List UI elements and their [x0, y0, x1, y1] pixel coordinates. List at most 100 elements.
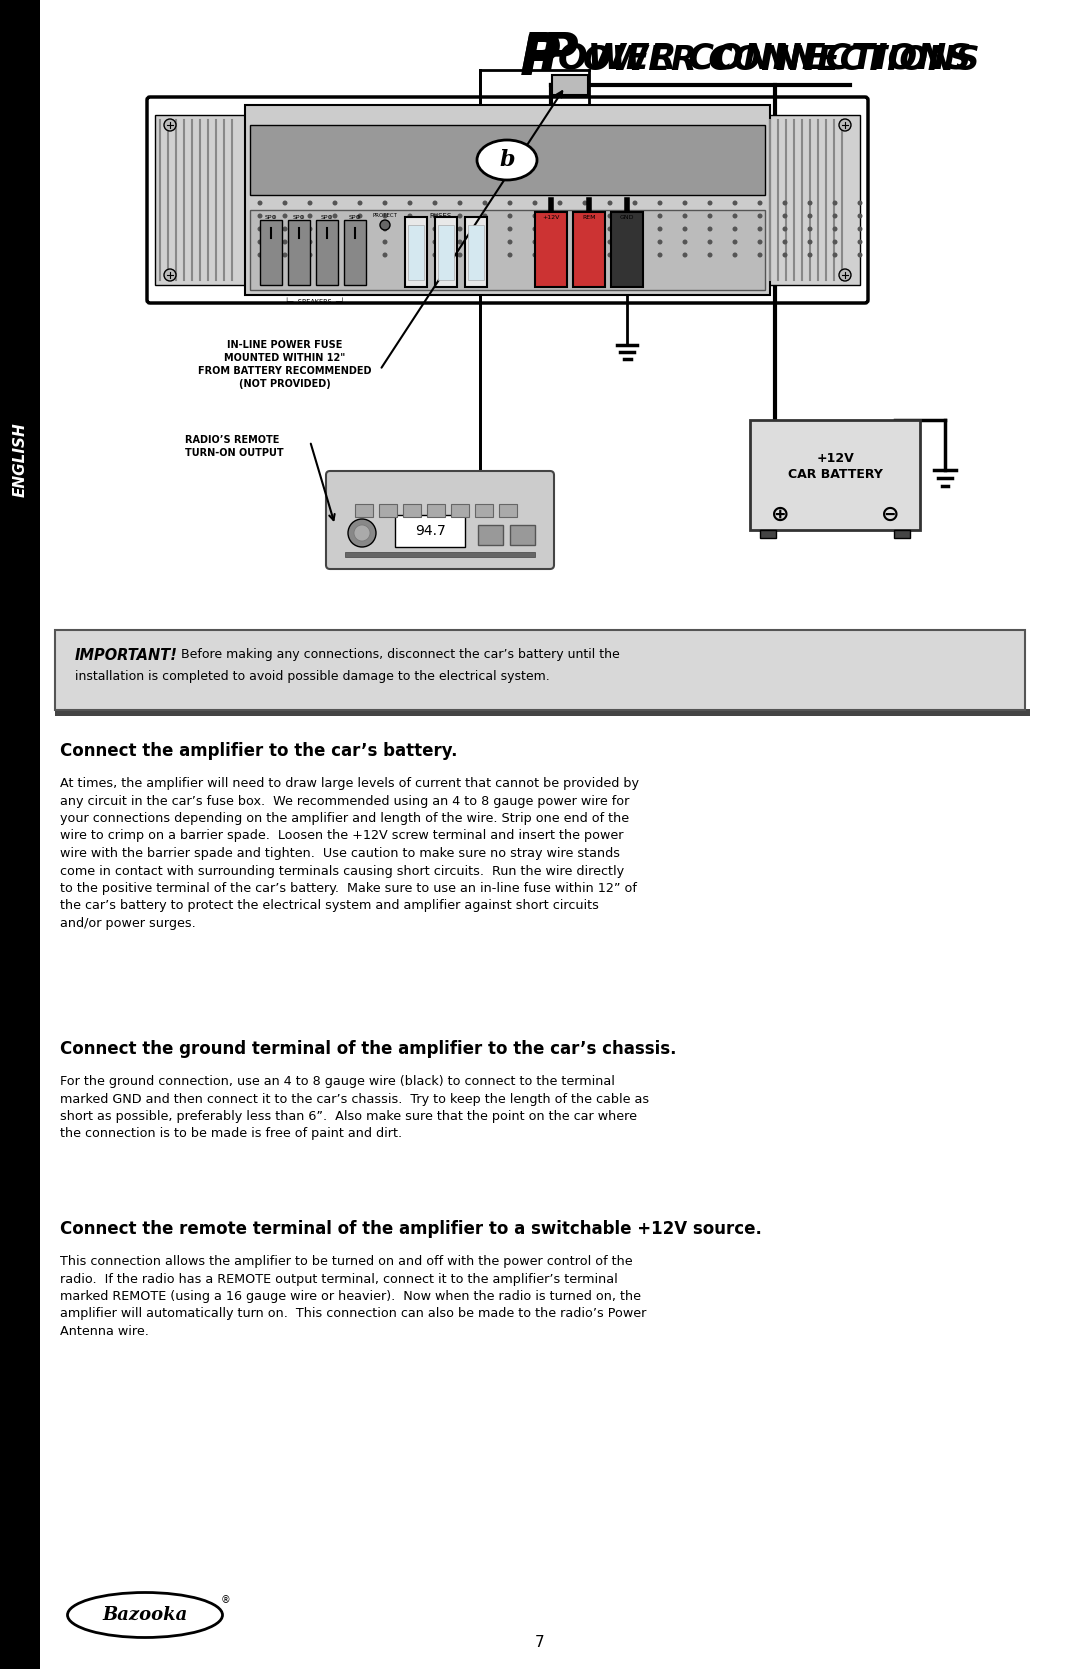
Text: FUSES: FUSES	[429, 214, 451, 219]
Circle shape	[707, 214, 713, 219]
Text: MOUNTED WITHIN 12": MOUNTED WITHIN 12"	[225, 354, 346, 362]
Ellipse shape	[477, 140, 537, 180]
Bar	[55, 629, 1025, 709]
Bar	[288, 220, 310, 285]
Bar	[427, 504, 445, 517]
Circle shape	[458, 227, 462, 232]
Circle shape	[333, 252, 337, 257]
Circle shape	[732, 227, 738, 232]
Circle shape	[407, 214, 413, 219]
Circle shape	[808, 200, 812, 205]
Circle shape	[458, 252, 462, 257]
Circle shape	[432, 200, 437, 205]
Circle shape	[783, 227, 787, 232]
Bar	[0, 0, 40, 1669]
Bar	[345, 552, 535, 557]
Circle shape	[582, 252, 588, 257]
Text: SP⊕: SP⊕	[265, 215, 278, 220]
Text: At times, the amplifier will need to draw large levels of current that cannot be: At times, the amplifier will need to dra…	[60, 778, 639, 930]
Circle shape	[633, 214, 637, 219]
Circle shape	[658, 252, 662, 257]
Text: ENGLISH: ENGLISH	[13, 422, 27, 497]
Circle shape	[707, 239, 713, 244]
Circle shape	[283, 214, 287, 219]
Circle shape	[833, 252, 837, 257]
Circle shape	[348, 519, 376, 547]
Circle shape	[607, 252, 612, 257]
Text: └─ SPEAKERS ─┘: └─ SPEAKERS ─┘	[285, 299, 345, 305]
Circle shape	[582, 214, 588, 219]
Circle shape	[658, 239, 662, 244]
Text: GND: GND	[620, 215, 634, 220]
Circle shape	[382, 252, 388, 257]
Bar	[403, 504, 421, 517]
Text: SP⊕: SP⊕	[321, 215, 334, 220]
Circle shape	[839, 269, 851, 280]
Circle shape	[633, 252, 637, 257]
Text: 7: 7	[536, 1636, 544, 1651]
Text: 25A: 25A	[440, 227, 453, 232]
Text: IN-LINE POWER FUSE: IN-LINE POWER FUSE	[227, 340, 342, 350]
Circle shape	[757, 239, 762, 244]
Text: P: P	[521, 30, 559, 82]
Bar	[379, 504, 397, 517]
Circle shape	[633, 227, 637, 232]
Circle shape	[658, 200, 662, 205]
Text: ®: ®	[220, 1596, 230, 1606]
Circle shape	[557, 200, 563, 205]
Circle shape	[257, 252, 262, 257]
Text: (NOT PROVIDED): (NOT PROVIDED)	[239, 379, 330, 389]
Bar	[405, 217, 427, 287]
Circle shape	[557, 214, 563, 219]
Circle shape	[532, 239, 538, 244]
Circle shape	[707, 200, 713, 205]
Circle shape	[508, 214, 513, 219]
Circle shape	[508, 227, 513, 232]
Bar	[249, 125, 765, 195]
Circle shape	[382, 239, 388, 244]
Circle shape	[308, 227, 312, 232]
Circle shape	[808, 239, 812, 244]
Circle shape	[458, 214, 462, 219]
Circle shape	[357, 200, 363, 205]
Text: This connection allows the amplifier to be turned on and off with the power cont: This connection allows the amplifier to …	[60, 1255, 646, 1339]
Bar	[249, 210, 765, 290]
Circle shape	[532, 252, 538, 257]
Bar	[395, 516, 465, 547]
Circle shape	[432, 214, 437, 219]
Circle shape	[357, 227, 363, 232]
Circle shape	[607, 239, 612, 244]
Circle shape	[283, 200, 287, 205]
Circle shape	[783, 214, 787, 219]
Circle shape	[557, 239, 563, 244]
Circle shape	[308, 200, 312, 205]
Circle shape	[382, 227, 388, 232]
Text: FROM BATTERY RECOMMENDED: FROM BATTERY RECOMMENDED	[199, 366, 372, 376]
Circle shape	[532, 227, 538, 232]
Circle shape	[432, 227, 437, 232]
Circle shape	[357, 214, 363, 219]
Text: IMPORTANT!: IMPORTANT!	[75, 648, 178, 663]
Circle shape	[732, 239, 738, 244]
Circle shape	[783, 252, 787, 257]
Circle shape	[382, 200, 388, 205]
Circle shape	[483, 252, 487, 257]
Bar	[499, 504, 517, 517]
Bar	[355, 504, 373, 517]
Bar	[435, 217, 457, 287]
Bar	[156, 115, 249, 285]
Circle shape	[833, 214, 837, 219]
Bar	[451, 504, 469, 517]
Circle shape	[508, 239, 513, 244]
Bar	[478, 526, 503, 546]
Text: TURN-ON OUTPUT: TURN-ON OUTPUT	[185, 447, 284, 457]
Bar	[260, 220, 282, 285]
Circle shape	[557, 252, 563, 257]
Bar	[894, 531, 910, 537]
Circle shape	[858, 252, 863, 257]
Text: 94.7: 94.7	[415, 524, 445, 537]
Circle shape	[407, 227, 413, 232]
Circle shape	[582, 227, 588, 232]
Circle shape	[757, 200, 762, 205]
Circle shape	[357, 239, 363, 244]
